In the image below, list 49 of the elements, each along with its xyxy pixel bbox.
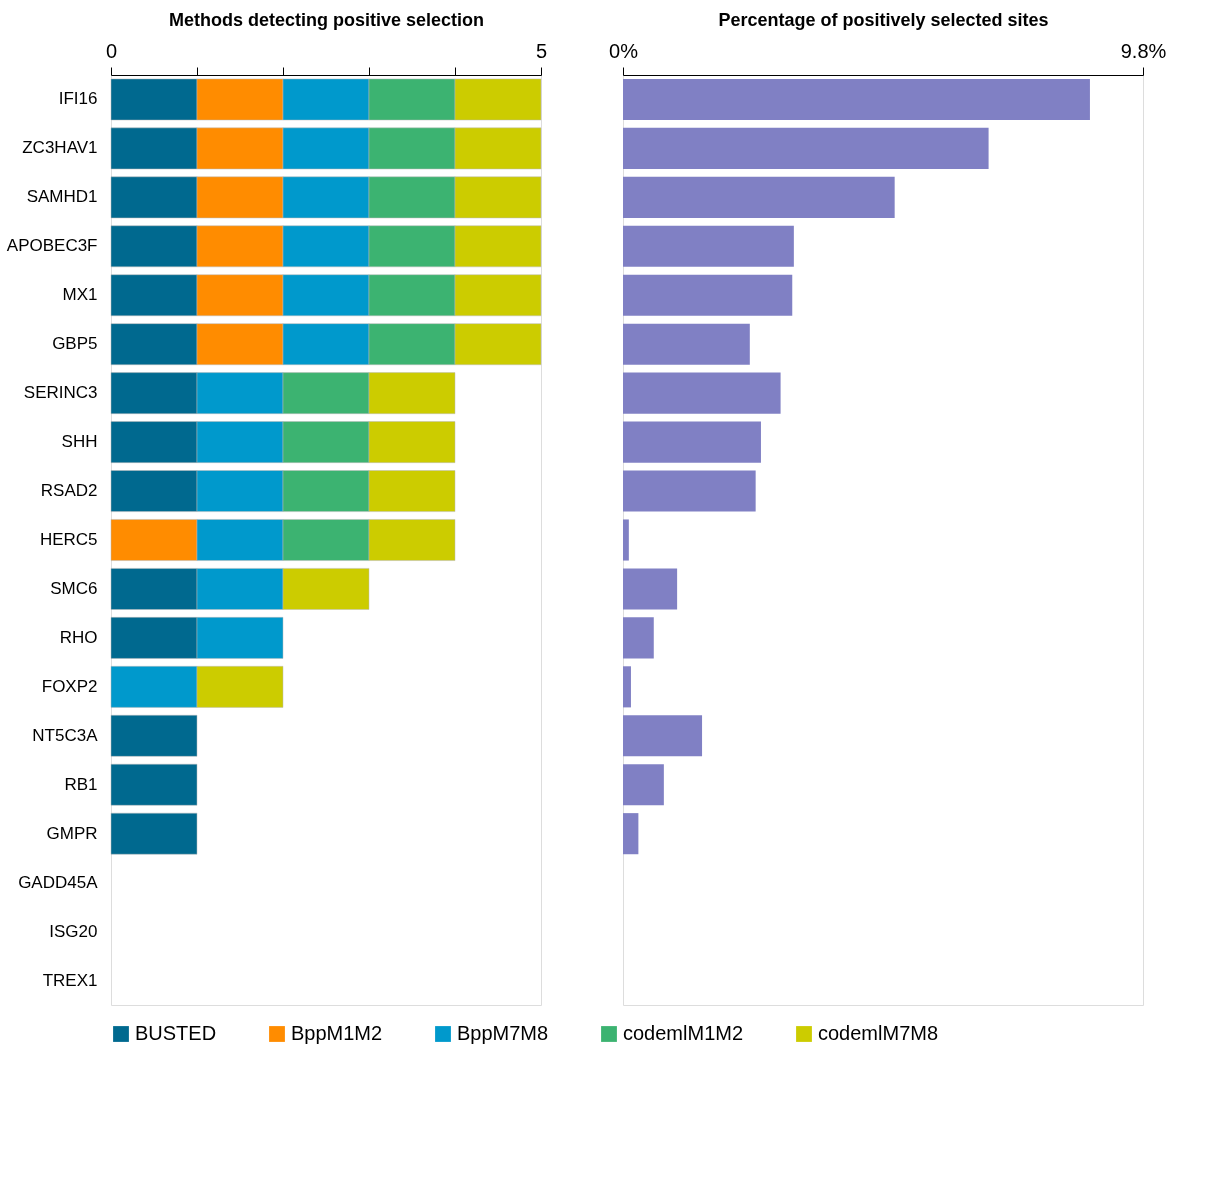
bar xyxy=(110,714,198,757)
legend-label: BppM1M2 xyxy=(291,1022,383,1044)
bar xyxy=(623,519,629,561)
x-tick-label: 0% xyxy=(609,39,639,62)
bar xyxy=(623,764,664,806)
y-tick-label: APOBEC3F xyxy=(6,236,98,256)
y-tick-label: HERC5 xyxy=(39,530,98,549)
bar xyxy=(623,127,989,169)
y-tick-label: RSAD2 xyxy=(40,481,98,501)
x-axis-title: Percentage of positively selected sites xyxy=(718,9,1049,30)
y-tick-label: MX1 xyxy=(62,285,98,305)
x-tick-label: 5 xyxy=(535,39,548,62)
bar xyxy=(623,813,639,855)
bar xyxy=(623,78,1090,121)
legend-label: codemlM1M2 xyxy=(623,1022,744,1044)
y-tick-label: GMPR xyxy=(46,823,98,843)
y-tick-label: SAMHD1 xyxy=(26,187,98,207)
y-tick-label: IFI16 xyxy=(58,89,98,109)
bar xyxy=(623,617,654,659)
bar xyxy=(623,176,895,218)
y-tick-label: GBP5 xyxy=(52,334,98,354)
y-tick-label: GADD45A xyxy=(18,872,99,892)
x-tick-label: 0 xyxy=(105,39,118,62)
bar xyxy=(623,568,678,610)
y-tick-label: SMC6 xyxy=(50,578,98,598)
bar xyxy=(110,763,198,806)
y-tick-label: SERINC3 xyxy=(23,383,98,403)
bar xyxy=(623,715,703,757)
bar xyxy=(623,372,781,414)
y-tick-label: NT5C3A xyxy=(32,725,99,745)
x-axis-title: Methods detecting positive selection xyxy=(168,9,485,30)
y-tick-label: ISG20 xyxy=(49,921,98,941)
y-tick-label: FOXP2 xyxy=(41,676,98,696)
y-tick-label: RHO xyxy=(59,627,98,647)
x-tick-label: 9.8% xyxy=(1120,39,1167,62)
y-tick-label: TREX1 xyxy=(42,970,98,990)
bar xyxy=(623,225,794,267)
legend-label: BUSTED xyxy=(135,1022,217,1044)
bar xyxy=(623,274,793,316)
legend-label: codemlM7M8 xyxy=(818,1022,939,1044)
bar xyxy=(623,666,631,708)
bar xyxy=(623,421,761,463)
y-tick-label: ZC3HAV1 xyxy=(22,138,98,158)
y-tick-label: SHH xyxy=(61,432,98,452)
bar xyxy=(110,812,198,855)
bar xyxy=(623,323,750,365)
legend-label: BppM7M8 xyxy=(457,1022,549,1044)
bar xyxy=(623,470,756,512)
y-tick-label: RB1 xyxy=(64,774,98,794)
